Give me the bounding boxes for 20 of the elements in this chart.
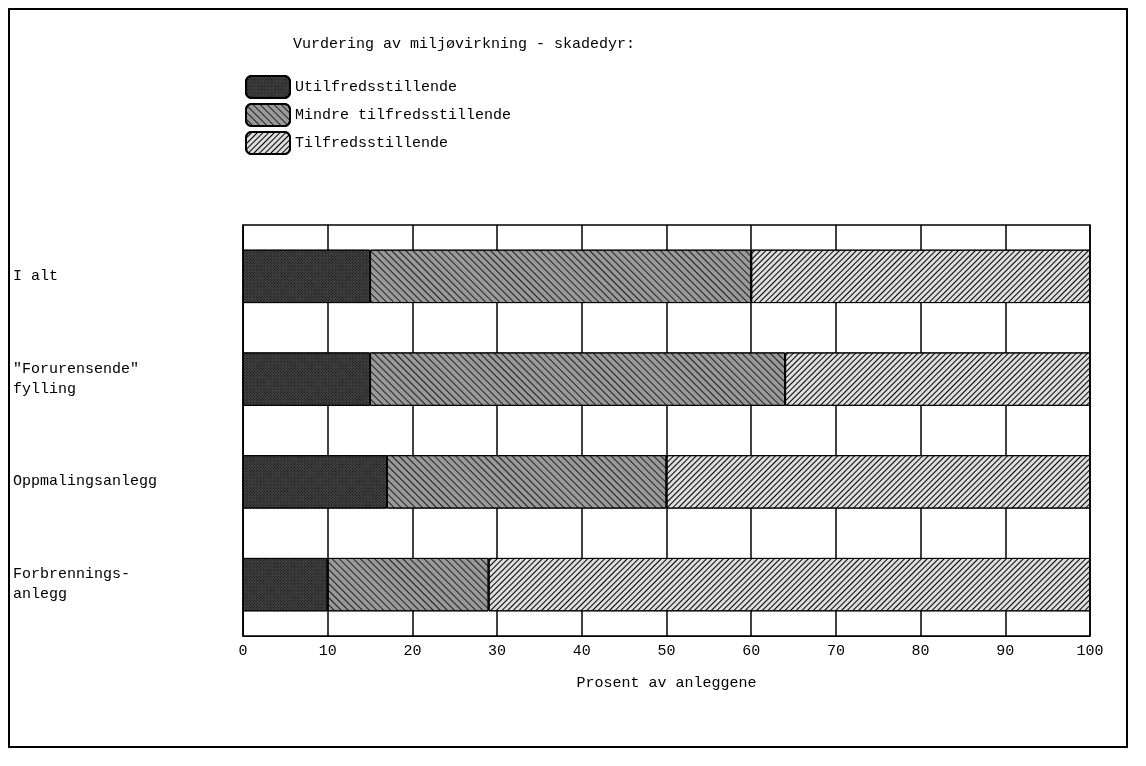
x-axis-title: Prosent av anleggene bbox=[576, 675, 757, 692]
legend-label: Mindre tilfredsstillende bbox=[295, 106, 512, 124]
y-tick-label: Forbrennings- anlegg bbox=[13, 566, 131, 604]
x-tick-label: 30 bbox=[488, 643, 507, 660]
x-tick-label: 60 bbox=[742, 643, 761, 660]
x-tick-label: 20 bbox=[403, 643, 422, 660]
y-tick-label: "Forurensende" fylling bbox=[13, 360, 140, 398]
x-tick-label: 100 bbox=[1076, 643, 1104, 660]
x-tick-label: 80 bbox=[911, 643, 930, 660]
y-tick-label: I alt bbox=[13, 267, 59, 285]
y-tick-label: Oppmalingsanlegg bbox=[13, 473, 158, 491]
legend-label: Utilfredsstillende bbox=[295, 78, 458, 96]
x-tick-label: 40 bbox=[572, 643, 591, 660]
x-tick-label: 90 bbox=[996, 643, 1015, 660]
legend-title: Vurdering av miljøvirkning - skadedyr: bbox=[293, 36, 636, 53]
legend-label: Tilfredsstillende bbox=[295, 134, 449, 152]
x-tick-label: 50 bbox=[657, 643, 676, 660]
x-tick-label: 10 bbox=[318, 643, 337, 660]
x-tick-label: 0 bbox=[238, 643, 248, 660]
x-tick-label: 70 bbox=[826, 643, 845, 660]
